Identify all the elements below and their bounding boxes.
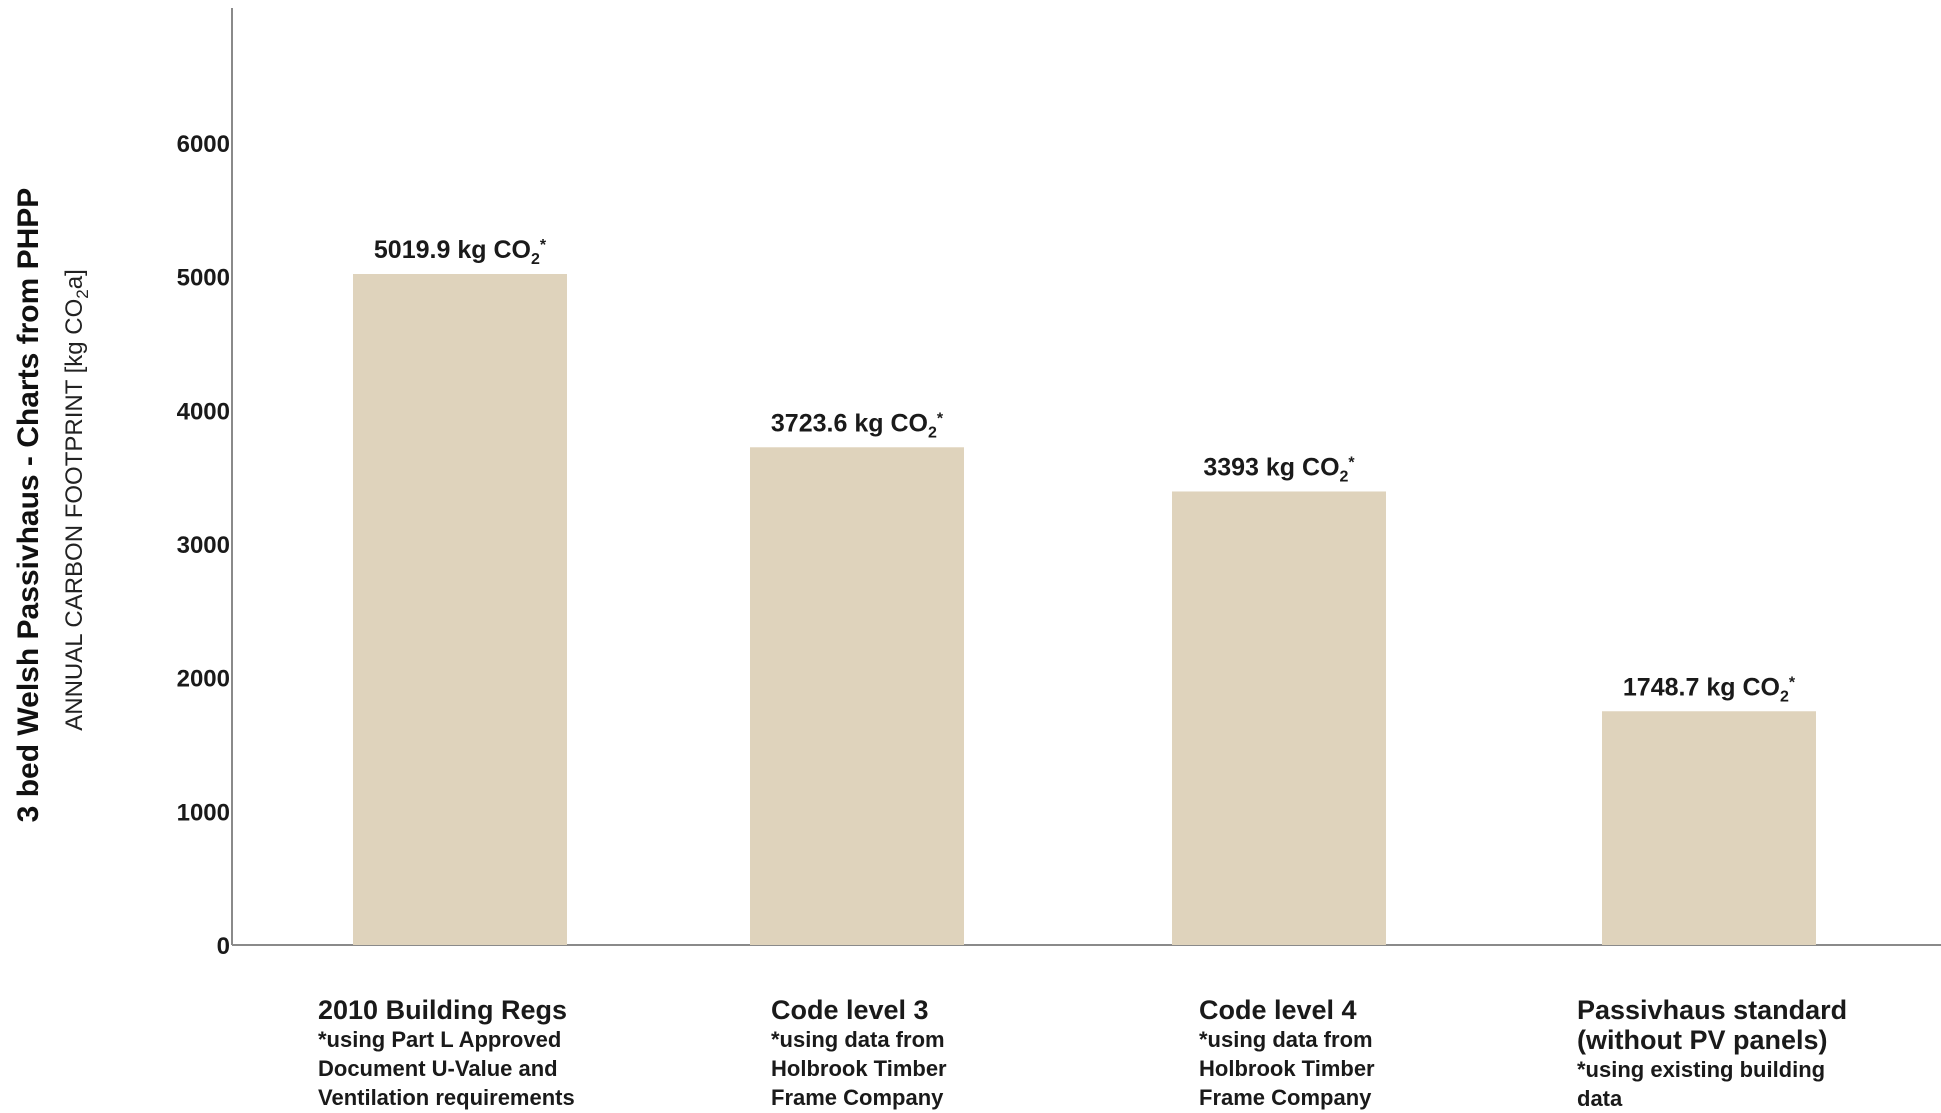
category-note: data [1577,1086,1623,1111]
category-note: Frame Company [771,1085,944,1110]
category-note: *using existing building [1577,1057,1825,1082]
data-label: 3393 kg CO2* [1203,453,1355,485]
data-label: 5019.9 kg CO2* [374,236,547,268]
y-tick-label: 1000 [177,799,230,826]
y-tick-label: 4000 [177,398,230,425]
data-label: 3723.6 kg CO2* [771,409,944,441]
category-title: (without PV panels) [1577,1025,1828,1055]
y-tick-label: 5000 [177,265,230,292]
category-note: Holbrook Timber [771,1056,947,1081]
bar [353,274,567,945]
category-note: *using data from [1199,1027,1373,1052]
category-title: 2010 Building Regs [318,995,567,1025]
category-label: Code level 4*using data from Holbrook Tim… [1199,995,1375,1110]
category-label: Passivhaus standard(without PV panels)*u… [1577,995,1847,1111]
chart-title: 3 bed Welsh Passivhaus - Charts from PHP… [12,188,45,823]
y-tick-label: 0 [217,933,230,960]
category-note: *using data from [771,1027,945,1052]
category-note: Frame Company [1199,1085,1372,1110]
y-tick-label: 2000 [177,666,230,693]
category-label: Code level 3*using data from Holbrook Tim… [771,995,947,1110]
category-note: *using Part L Approved [318,1027,561,1052]
category-note: Document U-Value and [318,1056,558,1081]
y-axis-label: ANNUAL CARBON FOOTPRINT [kg CO2a] [61,269,92,731]
bar [1602,711,1816,945]
y-tick-label: 3000 [177,532,230,559]
y-tick-label: 6000 [177,131,230,158]
category-title: Code level 3 [771,995,929,1025]
data-labels: 5019.9 kg CO2* 3723.6 kg CO2* 3393 kg CO2*… [374,236,1796,705]
data-label: 1748.7 kg CO2* [1623,673,1796,705]
bars [353,274,1816,945]
bar [750,447,964,945]
category-note: Holbrook Timber [1199,1056,1375,1081]
chart-title-group: 3 bed Welsh Passivhaus - Charts from PHP… [12,188,92,823]
category-title: Passivhaus standard [1577,995,1847,1025]
bar [1172,491,1386,945]
category-labels: 2010 Building Regs*using Part L Approved… [318,995,1847,1111]
category-note: Ventilation requirements [318,1085,575,1110]
category-title: Code level 4 [1199,995,1357,1025]
category-label: 2010 Building Regs*using Part L Approved… [318,995,575,1110]
